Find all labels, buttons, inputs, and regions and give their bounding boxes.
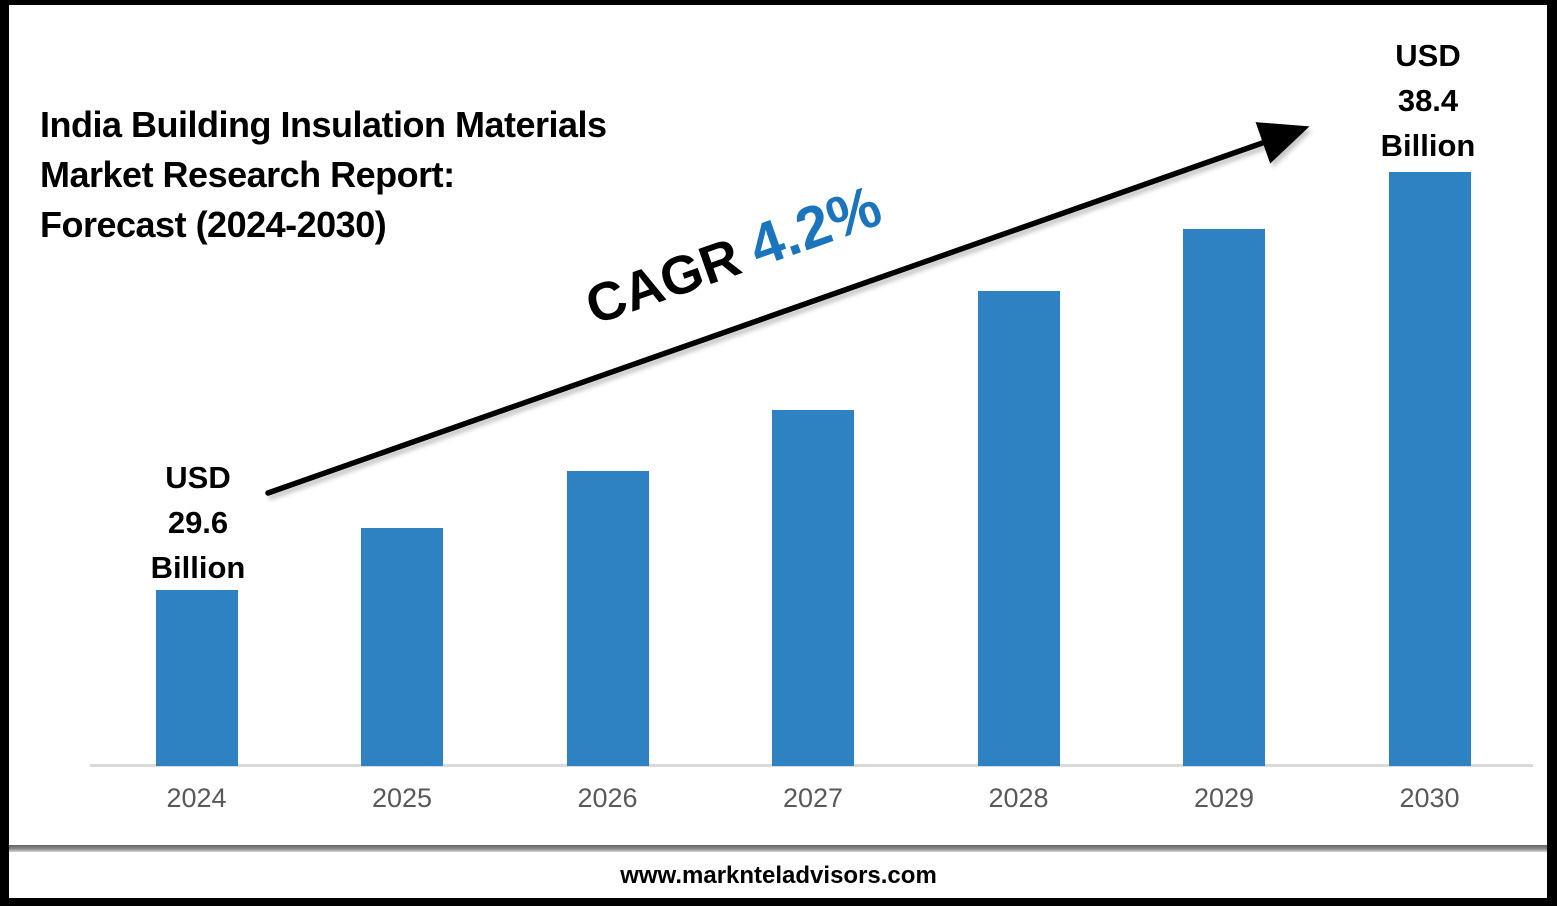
page-title-line-3: Forecast (2024-2030) (40, 204, 387, 245)
x-axis-label-2028: 2028 (988, 783, 1049, 813)
frame-border-top (0, 0, 1557, 5)
x-axis-label-2024: 2024 (166, 783, 227, 813)
end-value-label: USD 38.4 Billion (1318, 33, 1538, 168)
bar-2027 (772, 410, 854, 766)
start-value-currency: USD (165, 460, 231, 495)
end-value-currency: USD (1395, 38, 1461, 73)
frame-border-left (0, 0, 9, 906)
page-title: India Building Insulation Materials Mark… (40, 100, 607, 250)
end-value-unit: Billion (1380, 128, 1476, 163)
x-axis-label-2030: 2030 (1399, 783, 1460, 813)
bar-2028 (977, 291, 1060, 766)
page-title-line-1: India Building Insulation Materials (40, 104, 607, 145)
frame-border-right (1547, 0, 1557, 906)
start-value-unit: Billion (150, 550, 246, 585)
footer-divider (0, 845, 1557, 852)
x-axis-label-2025: 2025 (371, 783, 433, 813)
bar-2029 (1183, 229, 1265, 766)
bar-2024 (155, 590, 238, 766)
end-value-amount: 38.4 (1397, 83, 1459, 118)
bar-2025 (361, 528, 443, 766)
frame-border-bottom (0, 898, 1557, 906)
page-title-line-2: Market Research Report: (40, 154, 455, 195)
bar-2030 (1388, 172, 1471, 766)
x-axis-label-2027: 2027 (782, 783, 844, 813)
start-value-amount: 29.6 (167, 505, 229, 540)
footer-url: www.marknteladvisors.com (620, 862, 937, 889)
x-axis-label-2029: 2029 (1193, 783, 1255, 813)
start-value-label: USD 29.6 Billion (88, 455, 308, 590)
x-axis-label-2026: 2026 (577, 783, 638, 813)
bar-2026 (566, 471, 649, 766)
